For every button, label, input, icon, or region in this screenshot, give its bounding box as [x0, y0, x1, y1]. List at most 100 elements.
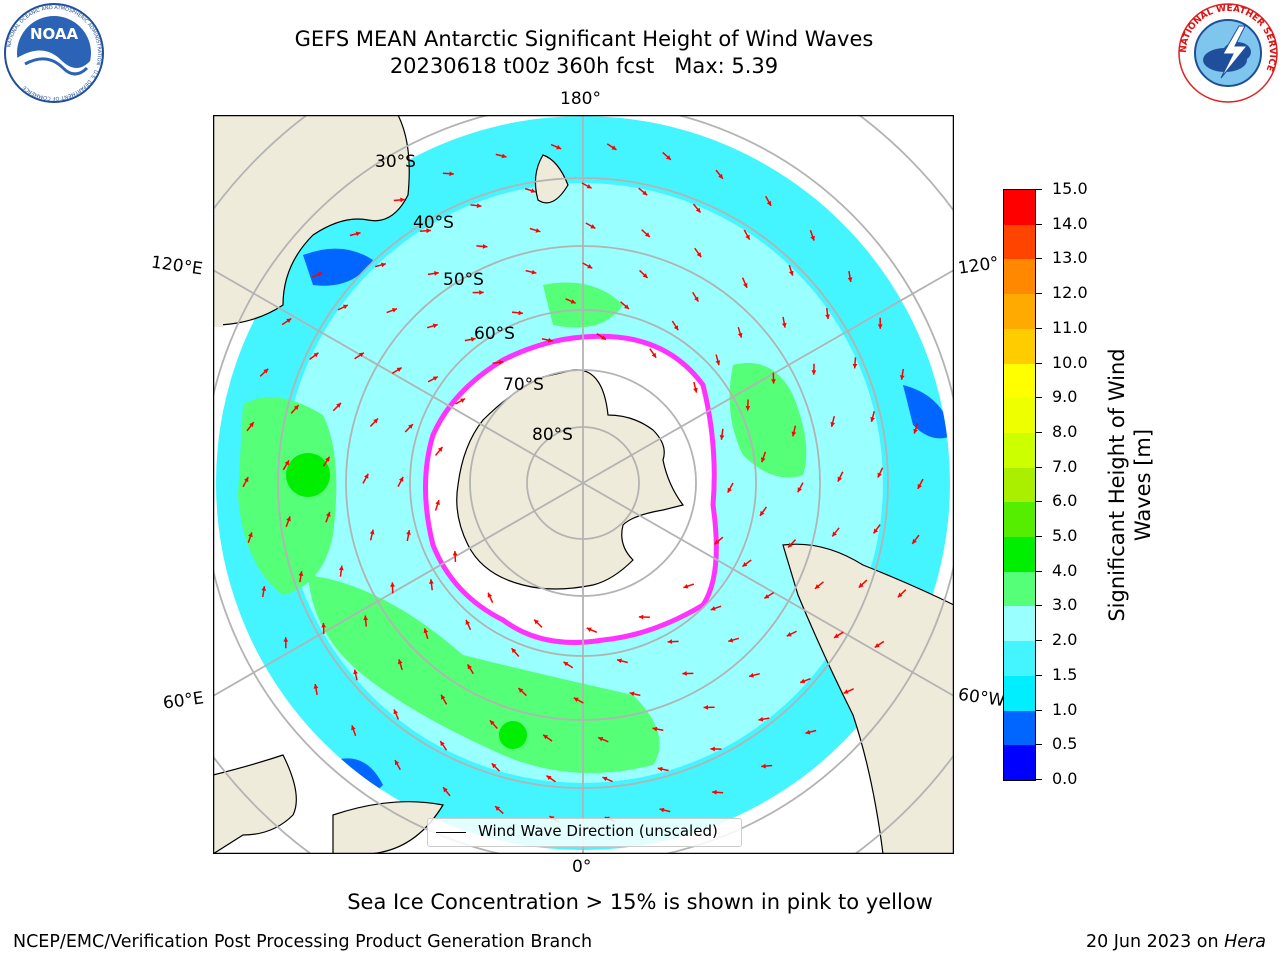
colorbar-segment	[1004, 224, 1035, 260]
wind-wave-arrowhead	[452, 550, 458, 556]
wind-wave-arrowhead	[479, 290, 484, 295]
wind-wave-arrowhead	[870, 417, 875, 422]
wind-wave-arrowhead	[353, 669, 358, 675]
wind-wave-arrowhead	[651, 352, 657, 358]
lon-label-0: 0°	[572, 857, 592, 877]
wind-wave-arrowhead	[398, 476, 404, 482]
wind-wave-arrowhead	[317, 272, 323, 277]
colorbar-segment	[1004, 363, 1035, 399]
colorbar-segment	[1004, 502, 1035, 538]
wind-wave-arrowhead	[644, 232, 650, 238]
colorbar-tick-label: 12.0	[1052, 283, 1088, 303]
wind-wave-arrowhead	[761, 763, 766, 769]
colorbar-tick-label: 6.0	[1052, 491, 1078, 511]
lon-label-120e: 120°E	[149, 252, 204, 280]
wind-wave-arrowhead	[482, 243, 488, 249]
wind-wave-arrowhead	[703, 705, 709, 710]
wind-wave-arrowhead	[874, 643, 880, 648]
wind-wave-arrowhead	[369, 529, 375, 535]
wind-wave-arrowhead	[518, 688, 524, 693]
colorbar-tick	[1035, 709, 1042, 711]
wind-wave-arrowhead	[534, 619, 539, 625]
colorbar-tick-label: 7.0	[1052, 456, 1078, 476]
sea-ice-caption: Sea Ice Concentration > 15% is shown in …	[347, 890, 933, 914]
wind-wave-arrowhead	[727, 487, 732, 493]
wind-wave-arrowhead	[600, 335, 606, 340]
wind-wave-arrowhead	[460, 398, 466, 403]
footer-date-text: 20 Jun 2023 on	[1085, 932, 1225, 952]
colorbar-segment	[1004, 606, 1035, 642]
wind-wave-arrowhead	[617, 658, 622, 664]
wind-wave-arrowhead	[449, 171, 454, 177]
wind-wave-arrowhead	[487, 592, 493, 598]
colorbar-tick	[1035, 327, 1042, 329]
wave-field-5m-west	[286, 453, 330, 497]
colorbar-title-line2: Waves [m]	[1131, 428, 1155, 542]
colorbar-segment	[1004, 259, 1035, 295]
wind-wave-arrowhead	[518, 310, 523, 316]
wind-wave-arrowhead	[283, 637, 289, 642]
wind-wave-arrowhead	[435, 500, 440, 506]
land-antarctica	[456, 369, 685, 590]
wave-field-4m-south	[308, 575, 660, 773]
wind-wave-arrowhead	[556, 144, 562, 150]
colorbar-tick-label: 1.5	[1052, 664, 1078, 684]
wind-wave-arrowhead	[825, 314, 830, 320]
wind-wave-arrowhead	[694, 296, 699, 302]
wind-wave-arrowhead	[511, 648, 517, 654]
wind-wave-arrowhead	[830, 422, 836, 427]
wind-wave-arrowhead	[563, 661, 569, 667]
wind-wave-arrowhead	[432, 323, 438, 329]
wind-wave-arrowhead	[586, 627, 592, 632]
wind-wave-arrowhead	[710, 746, 715, 752]
wind-wave-arrowhead	[742, 562, 748, 567]
colorbar-tick-label: 0.5	[1052, 734, 1078, 754]
wind-wave-arrowhead	[764, 594, 770, 599]
colorbar-segment	[1004, 189, 1035, 225]
wave-field-5m-south	[499, 721, 527, 749]
colorbar-tick	[1035, 570, 1042, 572]
wind-wave-arrowhead	[467, 664, 472, 670]
colorbar-tick	[1035, 536, 1042, 538]
wind-wave-arrowhead	[749, 672, 754, 678]
wind-wave-arrowhead	[598, 736, 604, 742]
wind-wave-arrowhead	[351, 725, 356, 731]
wind-wave-arrowhead	[788, 542, 793, 548]
wind-wave-arrowhead	[718, 173, 723, 179]
wind-wave-arrowhead	[683, 583, 689, 589]
wind-wave-arrowhead	[791, 431, 797, 437]
wind-wave-arrows	[242, 143, 924, 823]
colorbar-tick	[1035, 223, 1042, 225]
wind-wave-arrowhead	[373, 418, 378, 424]
wind-wave-arrowhead	[491, 763, 497, 769]
wind-wave-arrowhead	[543, 734, 549, 740]
wind-wave-arrowhead	[396, 367, 402, 372]
wind-wave-arrowhead	[501, 153, 507, 159]
colorbar-tick	[1035, 640, 1042, 642]
wind-wave-arrowhead	[298, 571, 304, 577]
colorbar-tick-label: 15.0	[1052, 179, 1088, 198]
colorbar-tick-label: 10.0	[1052, 352, 1088, 372]
legend-label: Wind Wave Direction (unscaled)	[478, 822, 718, 840]
lat-label-60s: 60°S	[474, 324, 515, 344]
colorbar-tick	[1035, 431, 1042, 433]
colorbar-tick	[1035, 293, 1042, 295]
wind-wave-arrowhead	[363, 615, 369, 621]
map-panel: 30°S 40°S 50°S 60°S 70°S 80°S	[213, 115, 954, 854]
colorbar-tick	[1035, 258, 1042, 260]
colorbar-tick-label: 4.0	[1052, 560, 1078, 580]
wind-wave-arrowhead	[423, 628, 429, 634]
colorbar-segment	[1004, 536, 1035, 572]
wind-wave-arrowhead	[498, 359, 504, 365]
wind-wave-arrowhead	[263, 368, 269, 374]
noaa-logo: NOAA NATIONAL OCEANIC AND ATMOSPHERIC AD…	[4, 3, 104, 103]
wind-wave-arrowhead	[682, 671, 687, 676]
wind-wave-arrowhead	[629, 691, 635, 697]
wind-wave-arrowhead	[797, 487, 802, 493]
wind-wave-arrowhead	[638, 614, 644, 620]
colorbar-segment	[1004, 745, 1035, 780]
wind-wave-arrowhead	[406, 530, 411, 535]
wind-wave-arrowhead	[336, 402, 341, 408]
colorbar-tick	[1035, 501, 1042, 503]
wind-wave-arrowhead	[546, 775, 552, 781]
